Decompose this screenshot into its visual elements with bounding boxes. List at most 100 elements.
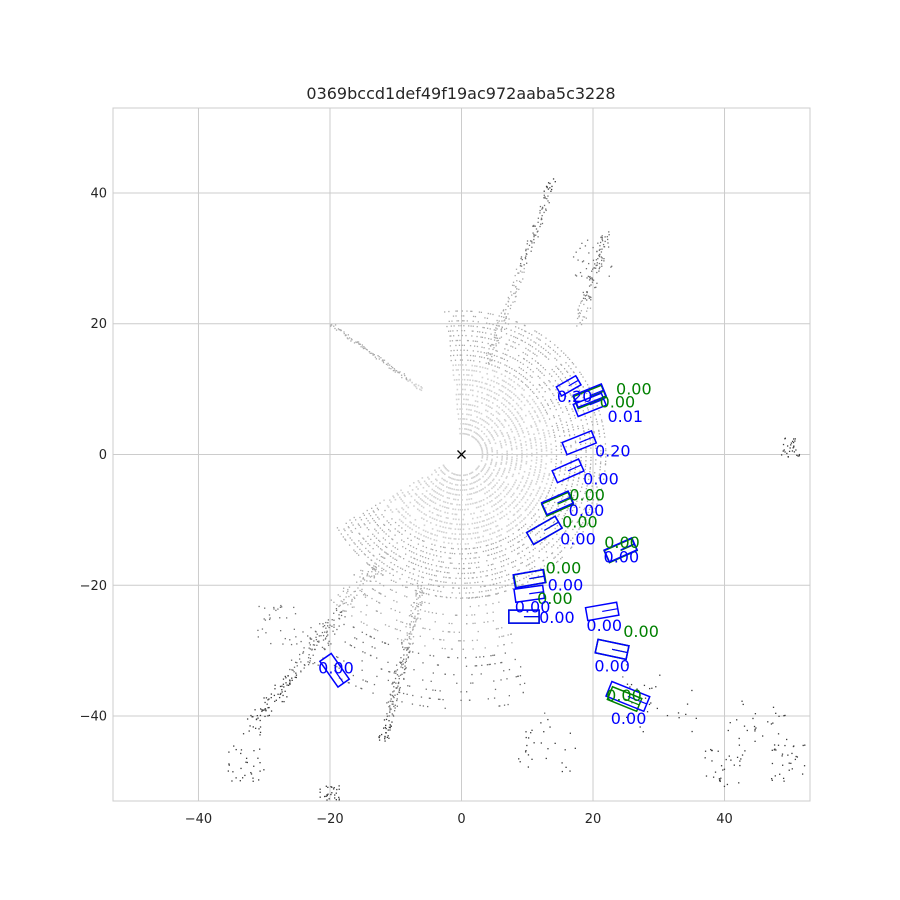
lidar-point xyxy=(590,284,592,286)
lidar-point xyxy=(401,500,404,502)
lidar-point xyxy=(400,662,402,664)
lidar-point xyxy=(496,337,499,339)
lidar-point xyxy=(400,666,402,668)
lidar-point xyxy=(326,625,329,627)
lidar-point xyxy=(338,329,340,331)
lidar-point xyxy=(429,697,431,699)
lidar-point xyxy=(398,524,400,527)
lidar-point xyxy=(511,550,513,553)
lidar-point xyxy=(579,470,581,472)
lidar-point xyxy=(477,581,479,583)
lidar-point xyxy=(350,603,352,605)
lidar-point xyxy=(351,531,353,533)
lidar-point xyxy=(353,626,355,629)
lidar-point xyxy=(415,383,417,386)
lidar-point xyxy=(413,625,415,628)
lidar-point xyxy=(432,655,435,657)
lidar-point xyxy=(368,575,370,577)
lidar-point xyxy=(400,489,402,492)
lidar-point xyxy=(527,248,529,250)
lidar-point xyxy=(500,528,503,530)
lidar-point xyxy=(536,480,538,483)
lidar-point xyxy=(545,411,548,413)
lidar-point xyxy=(365,680,367,682)
lidar-point xyxy=(515,376,517,378)
lidar-point xyxy=(547,478,549,480)
lidar-point xyxy=(389,707,391,709)
lidar-point xyxy=(598,433,600,435)
lidar-point xyxy=(582,316,584,318)
lidar-point xyxy=(487,539,490,541)
lidar-point xyxy=(547,404,550,407)
lidar-point xyxy=(246,718,249,720)
lidar-point xyxy=(421,592,423,594)
lidar-point xyxy=(520,459,523,461)
lidar-point xyxy=(603,257,605,260)
lidar-point xyxy=(363,579,366,581)
lidar-point xyxy=(526,477,529,480)
lidar-point xyxy=(784,451,786,453)
lidar-point xyxy=(533,341,535,343)
lidar-point xyxy=(381,549,383,551)
lidar-point xyxy=(524,258,527,260)
lidar-point xyxy=(401,664,403,666)
lidar-point xyxy=(495,334,498,336)
lidar-point xyxy=(500,328,503,330)
lidar-point xyxy=(554,357,556,360)
lidar-point xyxy=(461,572,463,575)
lidar-point xyxy=(421,387,423,389)
lidar-point xyxy=(591,424,594,426)
lidar-point xyxy=(462,528,465,531)
lidar-point xyxy=(284,675,286,678)
lidar-point xyxy=(608,275,610,277)
lidar-point xyxy=(378,592,381,594)
lidar-point xyxy=(487,438,490,441)
lidar-point xyxy=(515,321,517,323)
lidar-point xyxy=(467,508,469,511)
lidar-point xyxy=(562,411,564,413)
lidar-point xyxy=(447,507,450,510)
lidar-point xyxy=(505,303,507,305)
lidar-point xyxy=(480,446,483,449)
lidar-point xyxy=(366,580,368,582)
lidar-point xyxy=(569,466,572,469)
lidar-point xyxy=(798,455,800,457)
lidar-point xyxy=(325,785,327,787)
lidar-point xyxy=(505,486,508,488)
lidar-point xyxy=(500,357,502,359)
lidar-point xyxy=(566,378,568,381)
lidar-point xyxy=(525,249,527,252)
lidar-point xyxy=(529,439,532,442)
lidar-point xyxy=(501,586,503,588)
lidar-point xyxy=(507,491,510,494)
lidar-point xyxy=(445,576,447,579)
lidar-point xyxy=(386,702,388,704)
lidar-point xyxy=(398,691,401,694)
lidar-point xyxy=(286,617,288,619)
lidar-point xyxy=(447,517,449,519)
lidar-point xyxy=(339,595,341,598)
lidar-point xyxy=(476,467,478,470)
lidar-point xyxy=(509,372,511,374)
lidar-point xyxy=(395,370,398,372)
lidar-point xyxy=(523,404,526,407)
lidar-point xyxy=(446,522,448,524)
lidar-point xyxy=(421,594,423,596)
lidar-point xyxy=(531,479,533,482)
lidar-point xyxy=(486,595,489,597)
lidar-point xyxy=(287,675,289,677)
lidar-point xyxy=(492,348,494,351)
lidar-point xyxy=(783,449,785,451)
lidar-point xyxy=(259,762,261,764)
lidar-point xyxy=(388,542,391,544)
lidar-point xyxy=(494,573,496,575)
lidar-point xyxy=(418,595,421,597)
lidar-point xyxy=(380,573,382,575)
lidar-point xyxy=(560,371,562,373)
lidar-point xyxy=(476,596,479,598)
lidar-point xyxy=(514,481,516,484)
lidar-point xyxy=(438,467,441,469)
lidar-point xyxy=(450,359,452,362)
lidar-point xyxy=(290,643,293,646)
lidar-point xyxy=(488,483,491,485)
